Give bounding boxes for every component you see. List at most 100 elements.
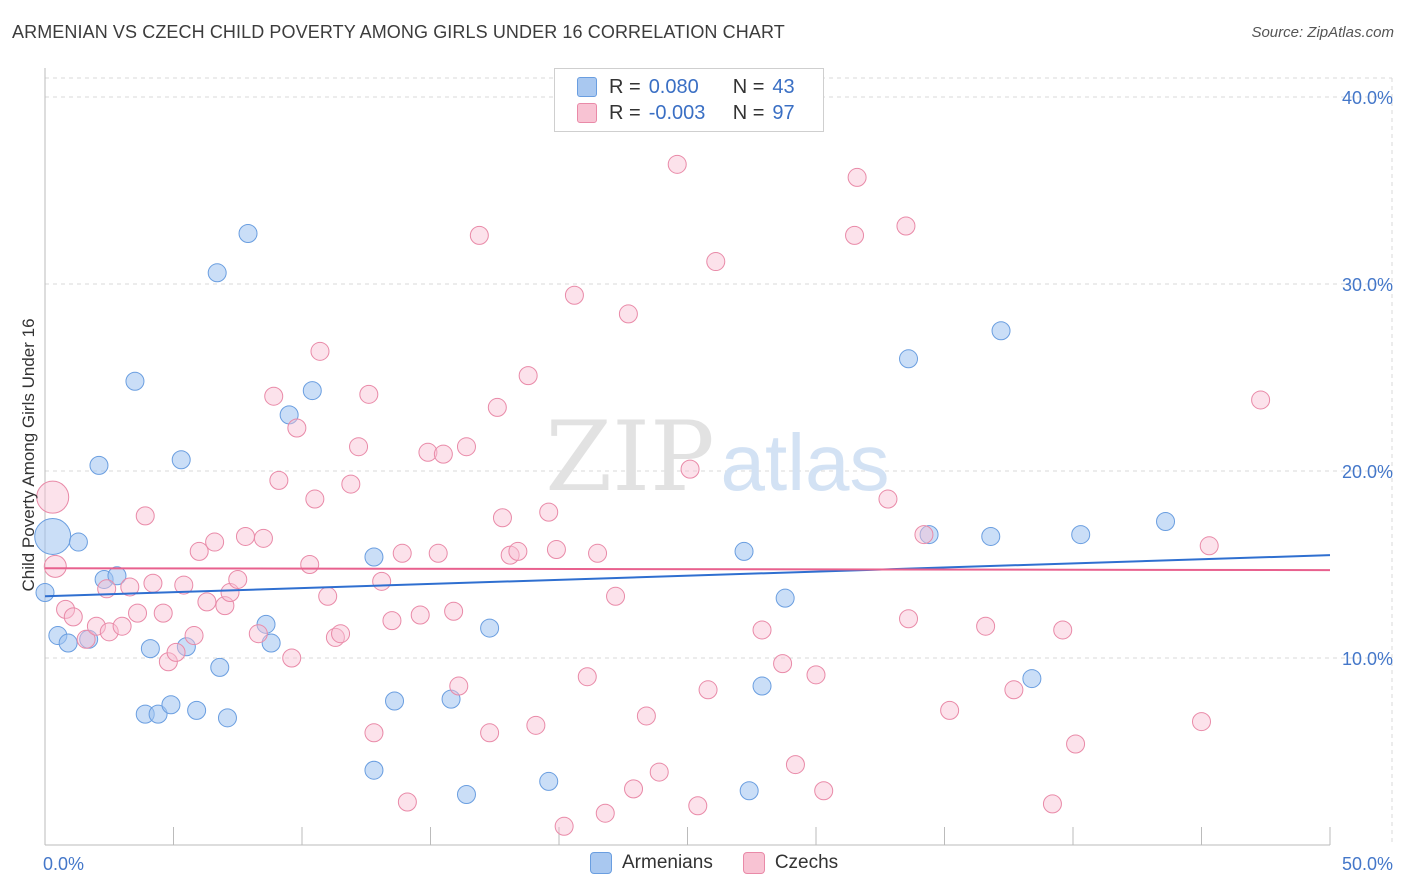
czech-point: [264, 386, 284, 406]
czech-point: [487, 397, 507, 417]
armenian-point: [89, 455, 109, 475]
czech-point: [469, 225, 489, 245]
czech-point: [1251, 390, 1271, 410]
legend-n-label: N =: [732, 101, 765, 124]
czech-point: [773, 654, 793, 674]
czech-point: [680, 459, 700, 479]
czech-point: [554, 816, 574, 836]
armenian-point: [991, 321, 1011, 341]
czech-point: [649, 762, 669, 782]
armenian-point: [1156, 511, 1176, 531]
czech-point: [1066, 734, 1086, 754]
czech-point: [480, 723, 500, 743]
y-tick-label: 20.0%: [1342, 462, 1393, 482]
czech-point: [814, 781, 834, 801]
czechs-legend-label: Czechs: [774, 852, 839, 873]
x-tick-label-min: 0.0%: [43, 854, 84, 874]
armenian-point: [364, 760, 384, 780]
czech-point: [310, 341, 330, 361]
armenian-point: [217, 708, 237, 728]
armenians-legend-swatch: [590, 852, 612, 874]
czech-point: [189, 541, 209, 561]
czech-point: [785, 755, 805, 775]
czech-point: [43, 554, 67, 578]
armenian-point: [140, 639, 160, 659]
czech-point: [184, 626, 204, 646]
armenian-point: [125, 371, 145, 391]
y-tick-label: 40.0%: [1342, 88, 1393, 108]
chart-title: ARMENIAN VS CZECH CHILD POVERTY AMONG GI…: [12, 22, 785, 42]
y-tick-label: 10.0%: [1342, 649, 1393, 669]
czech-point: [359, 384, 379, 404]
armenian-point: [480, 618, 500, 638]
legend-row-czechs: R = -0.003 N = 97: [577, 100, 795, 126]
czech-point: [341, 474, 361, 494]
armenian-point: [187, 700, 207, 720]
czech-point: [305, 489, 325, 509]
armenian-trend-line: [44, 554, 1331, 598]
armenian-point: [456, 785, 476, 805]
czech-point: [174, 575, 194, 595]
czech-point: [976, 616, 996, 636]
armenians-swatch: [577, 77, 597, 97]
watermark: ZIP atlas: [545, 401, 889, 513]
legend-n-label: N =: [732, 75, 765, 98]
czech-point: [128, 603, 148, 623]
czech-point: [99, 622, 119, 642]
czech-point: [143, 573, 163, 593]
czech-point: [56, 599, 76, 619]
czech-point: [382, 611, 402, 631]
czech-point: [228, 569, 248, 589]
czech-point: [546, 540, 566, 560]
czech-point: [433, 444, 453, 464]
czech-point: [397, 792, 417, 812]
czech-point: [36, 480, 70, 514]
armenian-point: [34, 517, 72, 555]
czech-point: [153, 603, 173, 623]
czechs-swatch: [577, 103, 597, 123]
czech-point: [595, 803, 615, 823]
legend-n-value: 97: [772, 101, 795, 124]
armenian-point: [539, 771, 559, 791]
armenian-point: [176, 637, 196, 657]
czech-point: [444, 601, 464, 621]
czech-point: [752, 620, 772, 640]
armenian-point: [752, 676, 772, 696]
czech-point: [166, 642, 186, 662]
czech-point: [698, 680, 718, 700]
armenian-point: [739, 781, 759, 801]
legend-item-armenians[interactable]: Armenians: [590, 852, 713, 874]
czech-point: [914, 525, 934, 545]
armenian-point: [1022, 669, 1042, 689]
armenian-point: [161, 695, 181, 715]
legend-r-value: 0.080: [648, 75, 699, 98]
legend-n-value: 43: [772, 75, 795, 98]
czech-point: [135, 506, 155, 526]
czech-point: [896, 216, 916, 236]
czech-point: [492, 508, 512, 528]
czech-point: [667, 154, 687, 174]
legend-r-label: R =: [609, 101, 641, 124]
points-layer: [34, 154, 1271, 836]
axes-layer: 10.0% 20.0% 30.0% 40.0% 0.0% 50.0%: [43, 68, 1393, 874]
czech-point: [577, 667, 597, 687]
armenian-point: [364, 547, 384, 567]
y-tick-label: 30.0%: [1342, 275, 1393, 295]
czech-point: [325, 627, 345, 647]
czech-point: [508, 541, 528, 561]
czech-point: [688, 796, 708, 816]
czech-point: [564, 285, 584, 305]
czech-point: [205, 532, 225, 552]
legend-item-czechs[interactable]: Czechs: [742, 852, 839, 874]
czech-point: [940, 700, 960, 720]
czech-point: [120, 577, 140, 597]
czech-point: [392, 543, 412, 563]
armenian-point: [148, 704, 168, 724]
armenian-point: [238, 224, 258, 244]
czech-point: [806, 665, 826, 685]
czech-point: [235, 526, 255, 546]
czech-point: [318, 586, 338, 606]
armenian-point: [981, 526, 1001, 546]
czech-point: [606, 586, 626, 606]
armenian-point: [58, 633, 78, 653]
